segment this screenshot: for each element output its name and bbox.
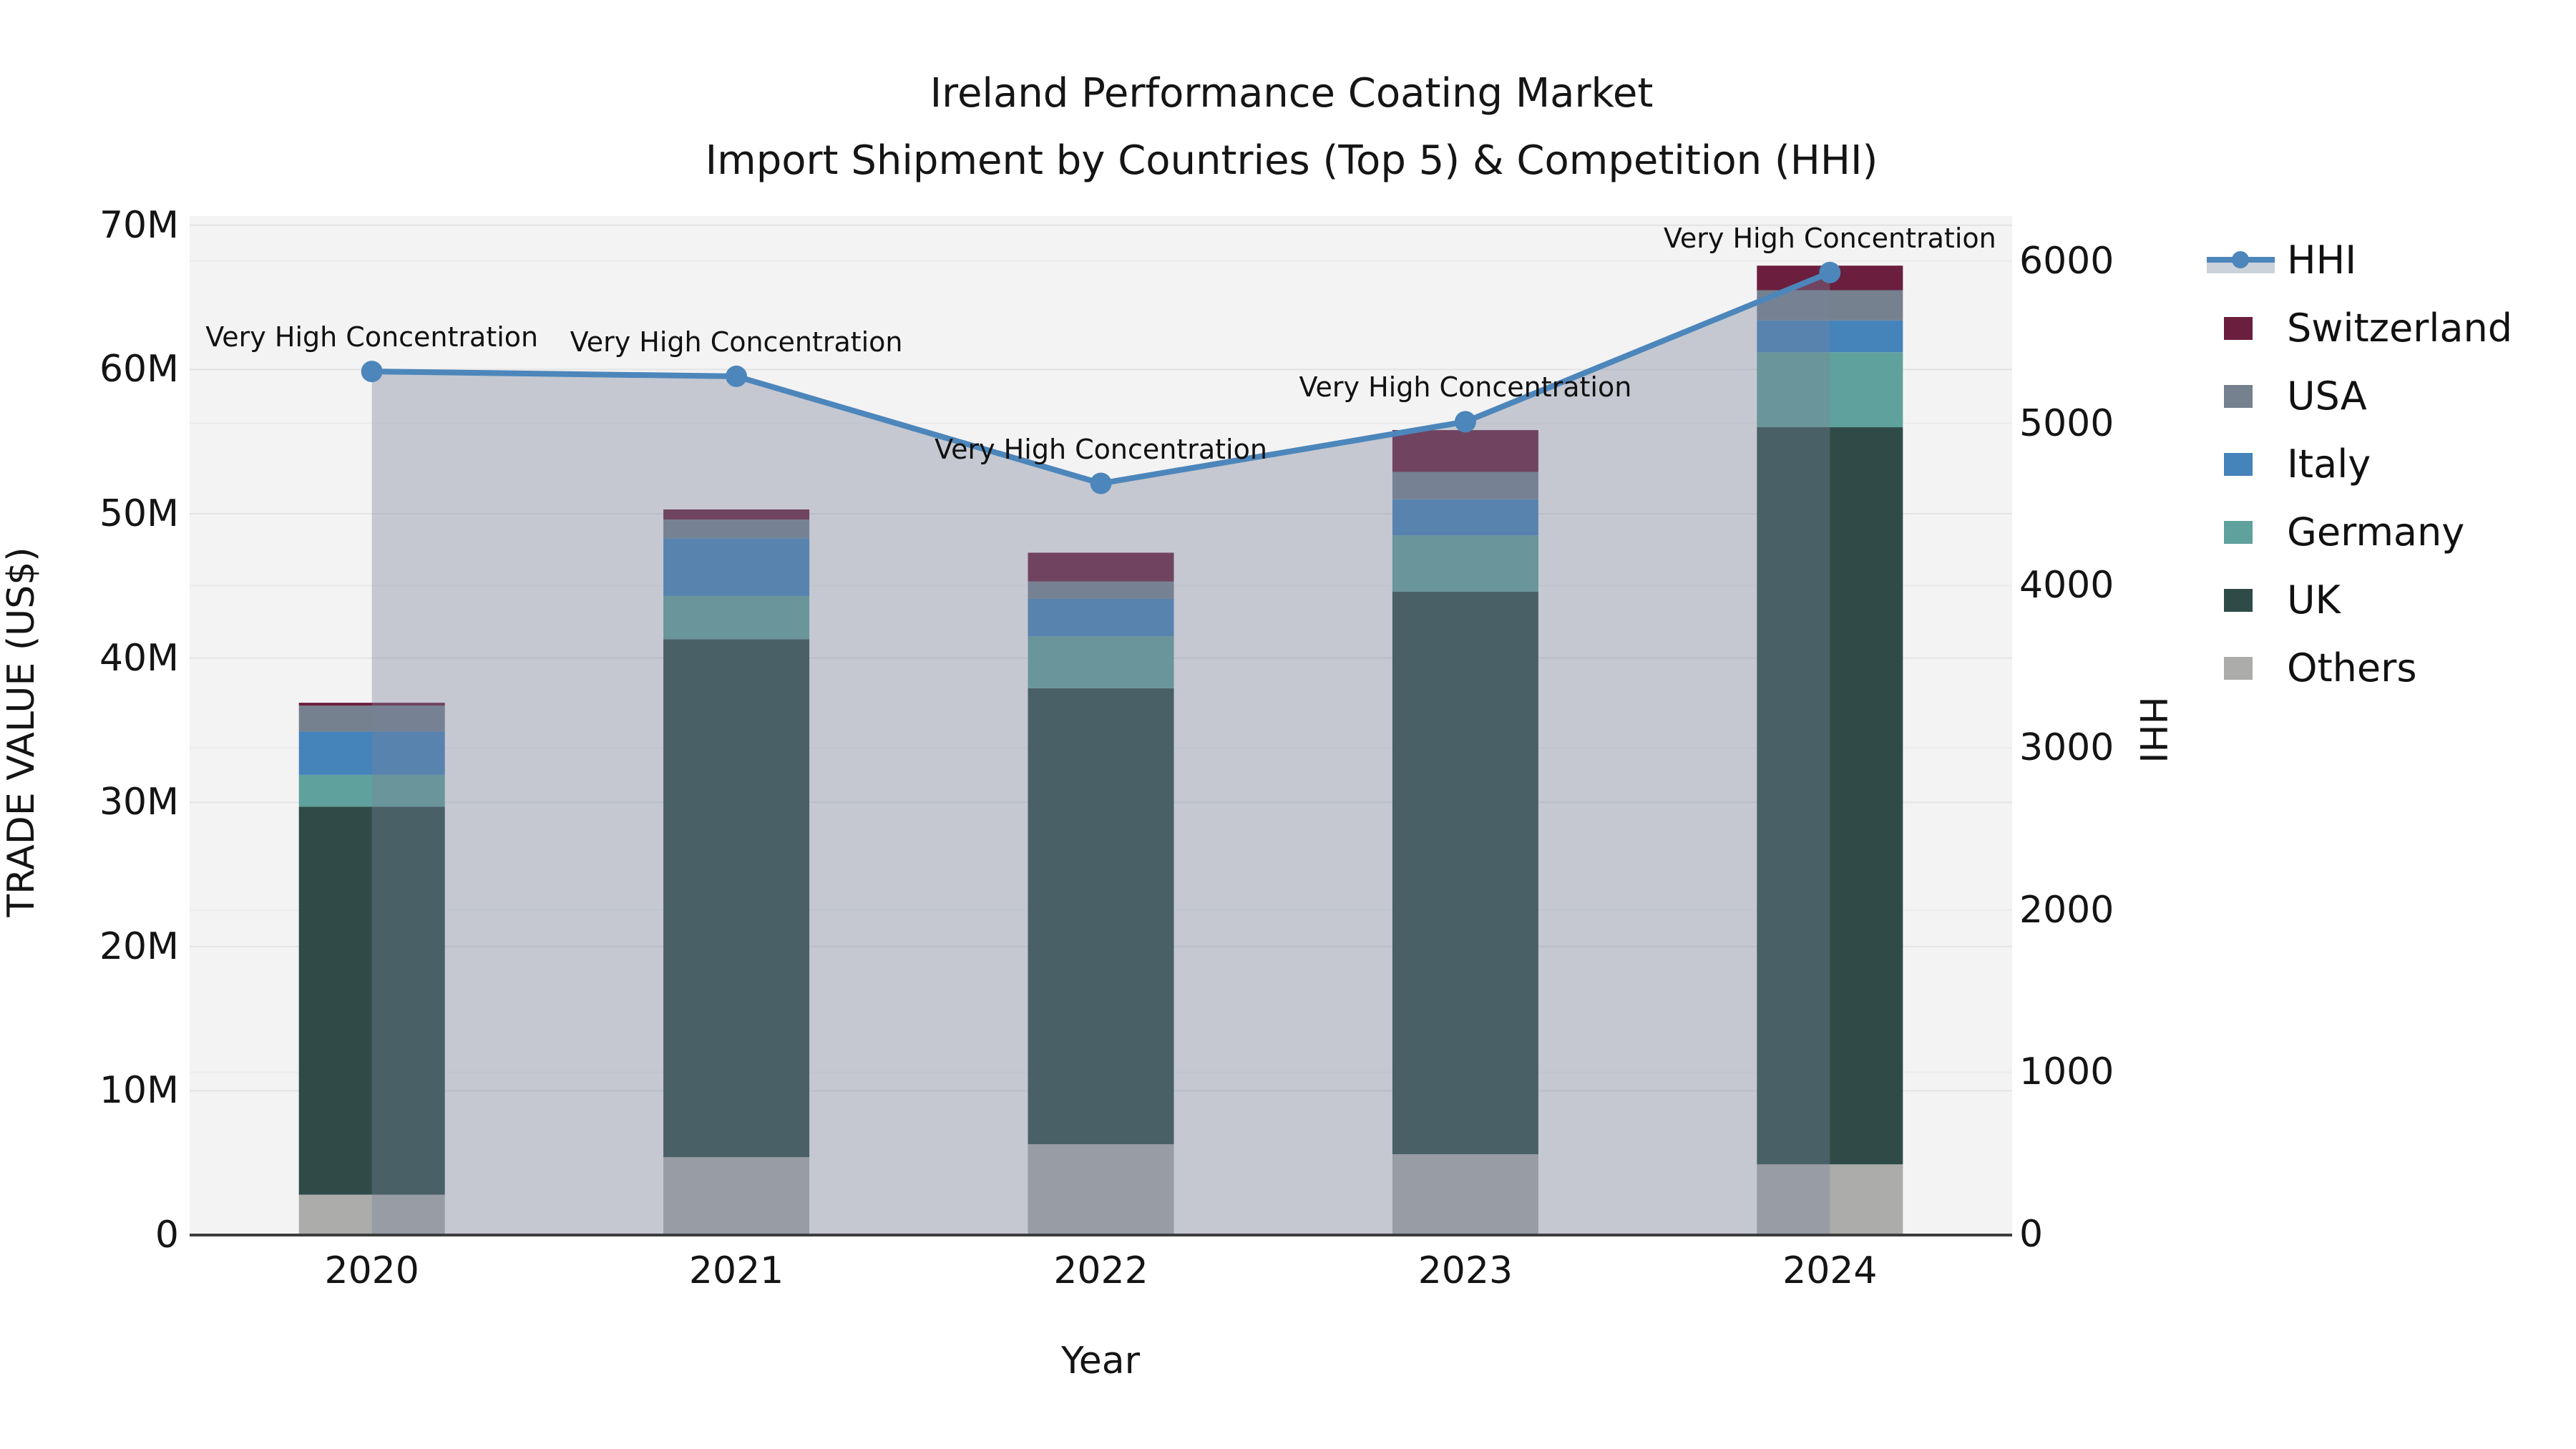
x-tick-2023: 2023 [1418,1249,1513,1292]
annotation-2024: Very High Concentration [1663,222,1996,254]
bar-segment-2023-italy [1392,499,1538,536]
bar-segment-2022-others [1028,1143,1174,1235]
bar-segment-2023-switzerland [1392,430,1538,472]
hhi-marker-2020 [361,361,383,383]
legend-item-usa: USA [2207,362,2512,430]
bar-segment-2024-others [1757,1164,1903,1235]
y-axis-title-right: HHI [2131,696,2174,763]
hhi-marker-2023 [1454,411,1476,433]
bar-segment-2021-usa [663,519,810,539]
bar-segment-2021-italy [663,538,810,596]
legend-label-germany: Germany [2287,509,2465,555]
hhi-marker-2021 [726,365,748,387]
x-tick-2020: 2020 [324,1249,419,1292]
y-right-tick-6000: 6000 [2019,239,2114,283]
legend-item-uk: UK [2207,566,2512,634]
y-right-tick-5000: 5000 [2019,401,2114,445]
legend-label-hhi: HHI [2287,238,2357,283]
x-axis-title: Year [1060,1340,1141,1382]
bar-segment-2020-italy [298,731,445,775]
y-right-tick-1000: 1000 [2019,1050,2114,1094]
germany-swatch-icon [2207,517,2275,548]
bar-segment-2020-germany [298,774,445,807]
legend-label-usa: USA [2287,374,2367,419]
x-tick-2021: 2021 [688,1249,784,1292]
legend-label-switzerland: Switzerland [2287,306,2512,351]
y-right-tick-2000: 2000 [2019,888,2114,932]
bar-segment-2023-uk [1392,591,1538,1155]
y-axis-title-left: TRADE VALUE (US$) [0,547,43,917]
bar-segment-2020-usa [298,706,445,732]
annotation-2022: Very High Concentration [935,433,1267,465]
annotation-2023: Very High Concentration [1299,371,1632,404]
bar-segment-2023-others [1392,1154,1538,1235]
chart-title-line2: Import Shipment by Countries (Top 5) & C… [705,137,1878,184]
bar-segment-2021-switzerland [663,509,810,520]
switzerland-swatch-icon [2207,313,2275,344]
legend: HHI Switzerland USA Italy Germany UK Others [2207,226,2512,702]
bar-segment-2020-uk [298,806,445,1195]
chart-title-line1: Ireland Performance Coating Market [930,70,1654,117]
bar-segment-2024-germany [1757,352,1903,428]
hhi-marker-2024 [1819,261,1841,283]
x-tick-2024: 2024 [1782,1249,1878,1292]
italy-swatch-icon [2207,449,2275,480]
y-left-tick-40M: 40M [99,636,179,680]
bar-segment-2022-italy [1028,598,1174,637]
y-right-tick-3000: 3000 [2019,726,2114,769]
bar-segment-2023-usa [1392,472,1538,499]
legend-label-others: Others [2287,645,2417,691]
bar-segment-2022-usa [1028,581,1174,599]
bar-segment-2023-germany [1392,535,1538,592]
legend-item-hhi: HHI [2207,226,2512,294]
legend-item-germany: Germany [2207,498,2512,566]
uk-swatch-icon [2207,585,2275,616]
legend-item-others: Others [2207,634,2512,702]
y-left-tick-50M: 50M [99,492,179,535]
annotation-2021: Very High Concentration [570,326,903,358]
hhi-area [371,272,1830,1234]
y-right-tick-0: 0 [2019,1213,2044,1256]
bar-segment-2022-switzerland [1028,552,1174,582]
y-left-tick-30M: 30M [99,781,179,824]
legend-label-uk: UK [2287,577,2341,623]
bar-segment-2021-uk [663,639,810,1158]
bar-segment-2024-uk [1757,427,1903,1165]
others-swatch-icon [2207,653,2275,684]
y-left-tick-20M: 20M [99,924,179,968]
y-left-tick-70M: 70M [99,203,179,247]
y-left-tick-60M: 60M [99,348,179,391]
bar-segment-2021-germany [663,595,810,640]
bar-segment-2021-others [663,1157,810,1235]
y-right-tick-4000: 4000 [2019,564,2114,608]
hhi-marker-2022 [1090,472,1112,494]
bar-segment-2022-uk [1028,688,1174,1144]
legend-item-italy: Italy [2207,430,2512,498]
bar-segment-2024-italy [1757,320,1903,353]
legend-label-italy: Italy [2287,441,2371,487]
legend-item-switzerland: Switzerland [2207,294,2512,362]
bar-segment-2020-others [298,1194,445,1235]
hhi-line-swatch-icon [2207,245,2275,276]
usa-swatch-icon [2207,381,2275,412]
annotation-2020: Very High Concentration [205,321,539,353]
y-left-tick-0: 0 [155,1214,179,1257]
x-tick-2022: 2022 [1053,1249,1148,1292]
bar-segment-2020-switzerland [298,703,445,706]
y-left-tick-10M: 10M [99,1069,179,1113]
bar-segment-2022-germany [1028,636,1174,688]
